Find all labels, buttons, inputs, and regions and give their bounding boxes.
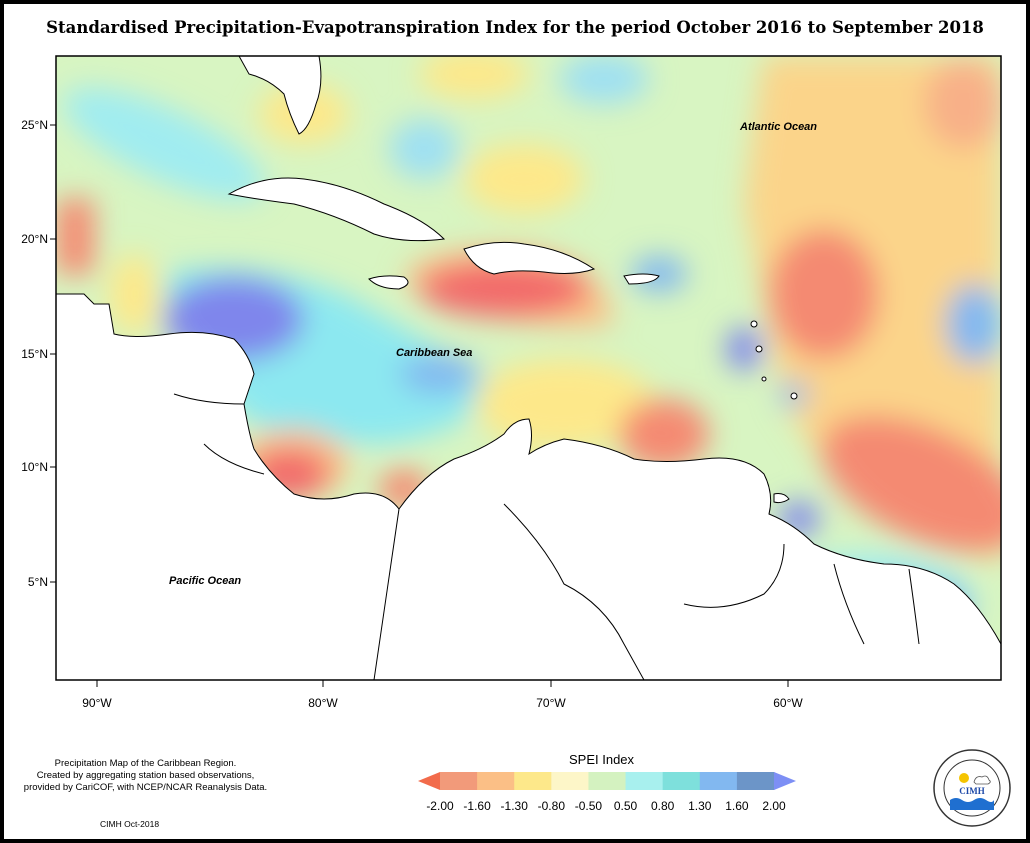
caribbean-sea-label: Caribbean Sea <box>396 347 472 359</box>
legend-tick-label: -1.30 <box>501 799 529 813</box>
spei-map: 25°N 20°N 15°N 10°N 5°N 90°W 80°W 70°W 6… <box>21 55 1002 813</box>
lat-label-20n: 20°N <box>21 232 48 246</box>
lat-label-25n: 25°N <box>21 118 48 132</box>
legend-tick-label: -2.00 <box>426 799 454 813</box>
lat-label-15n: 15°N <box>21 347 48 361</box>
lat-axis: 25°N 20°N 15°N 10°N 5°N <box>21 118 56 589</box>
lon-axis: 90°W 80°W 70°W 60°W <box>82 680 803 710</box>
map-figure: Standardised Precipitation-Evapotranspir… <box>4 4 1026 839</box>
legend-segment <box>736 772 775 790</box>
legend-segment <box>514 772 552 790</box>
map-border <box>55 55 1002 681</box>
legend-segment <box>551 772 589 790</box>
note-line-1: Precipitation Map of the Caribbean Regio… <box>54 758 237 769</box>
pacific-ocean-label: Pacific Ocean <box>169 575 241 587</box>
logo-text: CIMH <box>959 786 985 796</box>
legend-tick-label: 2.00 <box>762 799 786 813</box>
lon-label-70w: 70°W <box>536 696 566 710</box>
lon-label-90w: 90°W <box>82 696 112 710</box>
legend-segment <box>440 772 478 790</box>
legend-segment <box>625 772 664 790</box>
legend-segment <box>418 772 440 790</box>
spei-field <box>56 56 1001 680</box>
lon-label-60w: 60°W <box>773 696 803 710</box>
credit-text: CIMH Oct-2018 <box>100 819 160 829</box>
cloud-icon <box>973 775 991 785</box>
legend-tick-label: 1.60 <box>725 799 749 813</box>
legend-colorbar <box>418 772 796 790</box>
sun-icon <box>959 773 969 783</box>
legend-tick-label: -1.60 <box>463 799 491 813</box>
legend-tick-label: 0.80 <box>651 799 675 813</box>
note-line-3: provided by CariCOF, with NCEP/NCAR Rean… <box>23 782 268 793</box>
water-icon <box>950 798 994 810</box>
legend-segment <box>699 772 738 790</box>
note-line-2: Created by aggregating station based obs… <box>36 770 255 781</box>
atlantic-ocean-label: Atlantic Ocean <box>739 121 817 133</box>
legend-tick-label: -0.80 <box>538 799 566 813</box>
legend-tick-label: 0.50 <box>614 799 638 813</box>
legend-segment <box>588 772 627 790</box>
legend-title: SPEI Index <box>569 752 635 767</box>
cimh-logo: CIMH <box>933 749 1011 827</box>
lon-label-80w: 80°W <box>308 696 338 710</box>
map-notes: Precipitation Map of the Caribbean Regio… <box>8 758 283 794</box>
legend-segment <box>774 772 796 790</box>
map-title: Standardised Precipitation-Evapotranspir… <box>46 18 984 37</box>
lat-label-5n: 5°N <box>28 575 48 589</box>
legend-tick-labels: -2.00 -1.60 -1.30 -0.80 -0.50 0.50 0.80 1.30 1.6… <box>426 799 786 813</box>
legend-segment <box>477 772 515 790</box>
legend-tick-label: -0.50 <box>575 799 603 813</box>
legend-segment <box>662 772 701 790</box>
lat-label-10n: 10°N <box>21 460 48 474</box>
legend-tick-label: 1.30 <box>688 799 712 813</box>
